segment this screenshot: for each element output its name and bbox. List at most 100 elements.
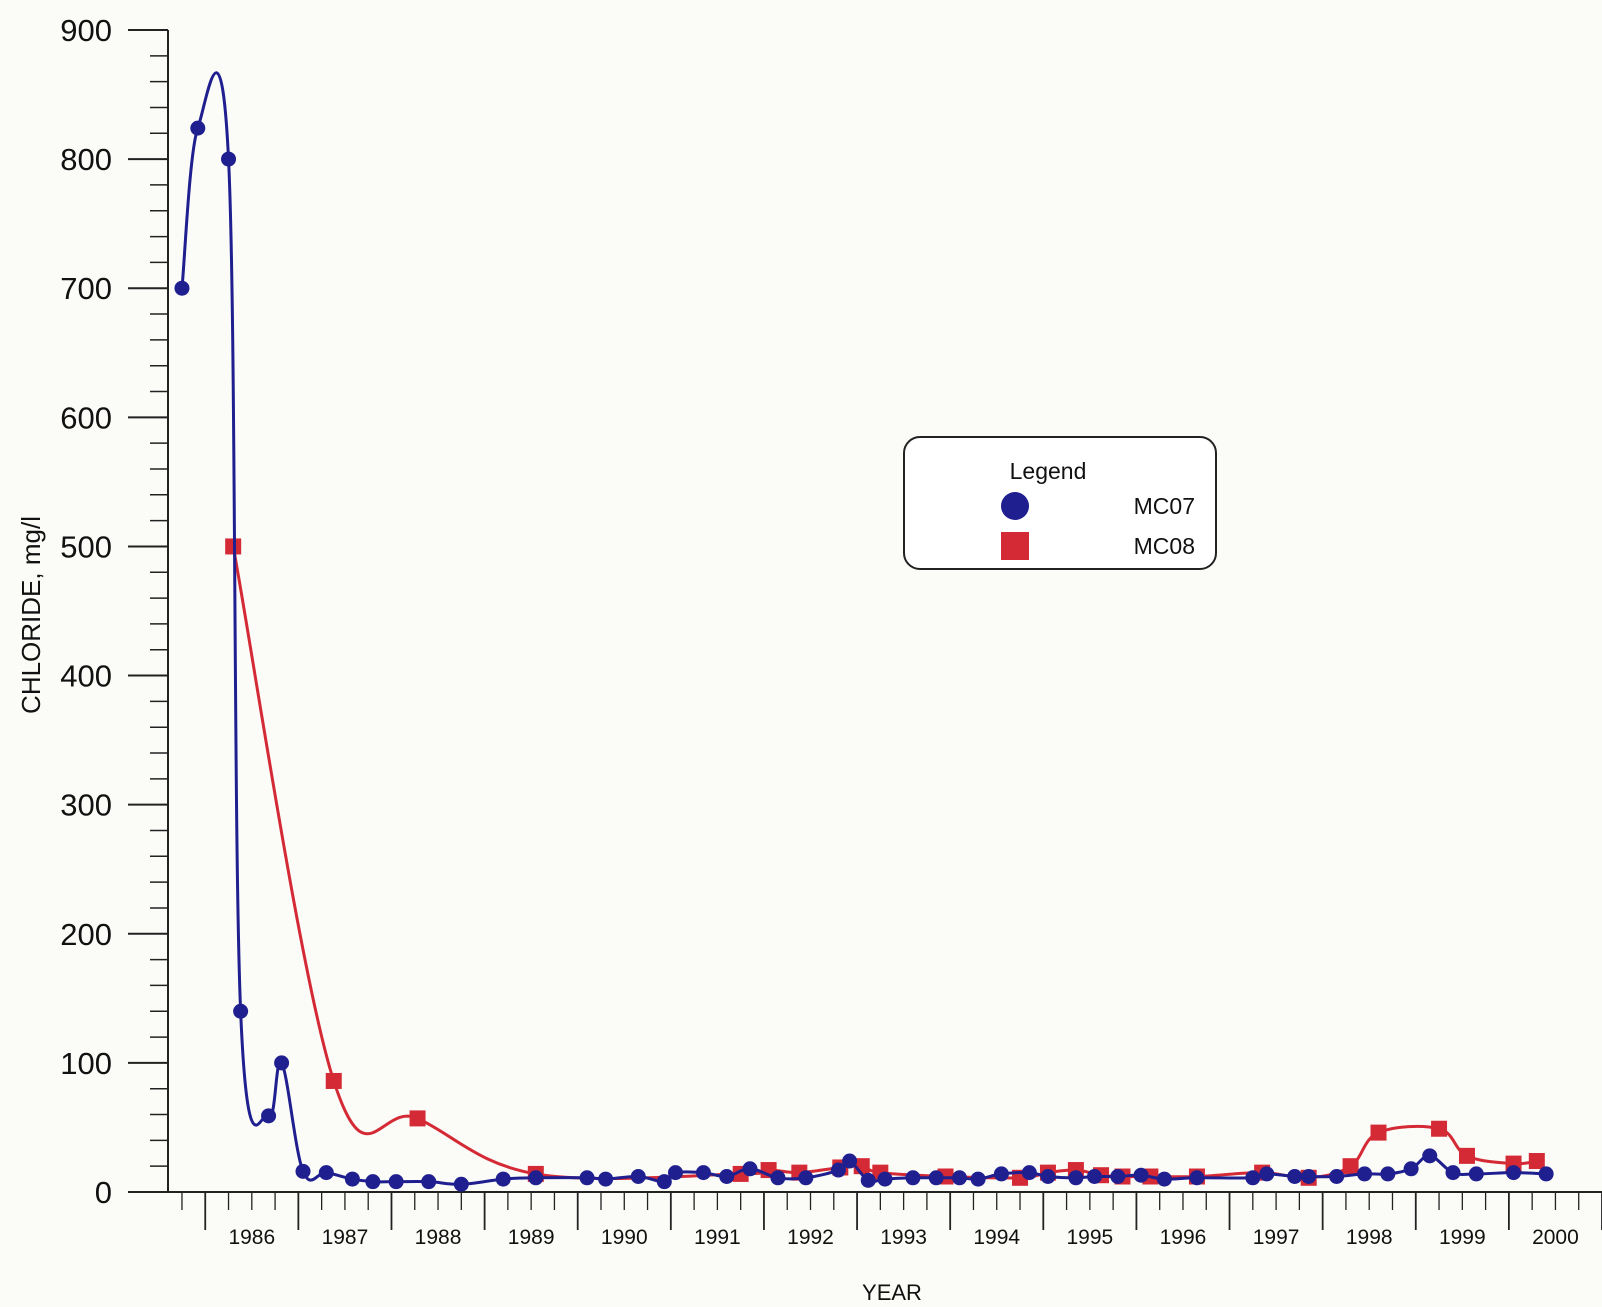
mc07-data-point [274,1055,290,1071]
mc07-data-point [598,1171,614,1187]
x-tick-label: 1990 [601,1226,648,1249]
series-mc08-line [231,546,1538,1181]
x-tick-label: 1986 [228,1226,275,1249]
chart-axes: 0 100 200 300 400 500 600 700 800 900 1986 1987 1988… [60,13,1602,1249]
legend-mc07-marker [1001,492,1029,520]
series-mc08 [225,538,1545,1186]
mc07-data-point [1329,1169,1345,1185]
mc07-data-point [495,1171,511,1187]
mc07-data-point [1506,1165,1522,1181]
mc07-data-point [951,1170,967,1186]
mc07-data-point [695,1165,711,1181]
mc07-data-point [261,1108,277,1124]
mc08-data-point [1458,1147,1475,1164]
mc07-data-point [1189,1170,1205,1186]
x-tick-label: 1995 [1066,1226,1113,1249]
mc07-data-point [1538,1166,1554,1182]
x-tick-label: 1997 [1253,1226,1300,1249]
mc07-data-point [1110,1169,1126,1185]
mc07-data-point [233,1003,249,1019]
x-tick-label: 1994 [973,1226,1020,1249]
mc07-data-point [174,280,190,296]
legend-mc08-marker [1001,532,1029,560]
y-tick-label: 800 [60,142,112,177]
x-tick-label: 1989 [508,1226,555,1249]
mc07-data-point [365,1174,381,1190]
x-tick-label: 1998 [1346,1226,1393,1249]
mc07-data-point [295,1163,311,1179]
y-tick-label: 0 [95,1175,112,1210]
x-tick-label: 1992 [787,1226,834,1249]
mc07-data-point [528,1170,544,1186]
mc07-data-point [190,120,206,136]
mc08-data-point [1528,1153,1545,1170]
mc07-data-point [928,1170,944,1186]
mc07-data-point [1301,1169,1317,1185]
x-tick-label: 1996 [1160,1226,1207,1249]
mc07-data-point [579,1170,595,1186]
mc07-data-point [453,1176,469,1192]
mc08-data-point [325,1072,342,1089]
x-axis-label: YEAR [862,1280,922,1305]
y-tick-label: 400 [60,659,112,694]
chart-series-layer [174,71,1554,1192]
mc08-data-point [1342,1158,1359,1175]
mc07-data-point [221,151,237,167]
mc07-data-point [667,1165,683,1181]
mc07-data-point [719,1169,735,1185]
y-tick-label: 900 [60,13,112,48]
mc07-data-point [1445,1165,1461,1181]
mc07-data-point [970,1171,986,1187]
x-tick-label: 2000 [1532,1226,1579,1249]
mc07-data-point [993,1166,1009,1182]
mc08-data-point [409,1110,426,1127]
legend-title: Legend [1010,458,1087,484]
x-tick-label: 1993 [880,1226,927,1249]
mc07-data-point [842,1153,858,1169]
mc07-data-point [877,1171,893,1187]
mc07-data-point [1422,1148,1438,1164]
mc07-data-point [344,1171,360,1187]
mc07-data-point [318,1165,334,1181]
mc07-data-point [1133,1167,1149,1183]
mc07-data-point [1403,1161,1419,1177]
mc07-data-point [1068,1170,1084,1186]
legend-mc07-label: MC07 [1134,493,1195,519]
y-tick-label: 600 [60,400,112,435]
y-axis-label: CHLORIDE, mg/l [16,516,46,714]
mc07-data-point [1156,1171,1172,1187]
series-mc07-line [180,71,1547,1186]
x-tick-label: 1988 [415,1226,462,1249]
mc07-data-point [630,1169,646,1185]
y-tick-label: 300 [60,788,112,823]
mc07-data-point [1357,1166,1373,1182]
mc07-data-point [770,1170,786,1186]
mc07-data-point [1468,1166,1484,1182]
mc08-data-point [1370,1124,1387,1141]
mc07-data-point [1087,1169,1103,1185]
y-tick-label: 500 [60,529,112,564]
mc07-data-point [1040,1169,1056,1185]
mc07-data-point [388,1174,404,1190]
mc07-data-point [860,1172,876,1188]
series-mc07 [174,71,1554,1192]
mc08-data-point [1431,1120,1448,1137]
y-tick-label: 700 [60,271,112,306]
y-tick-label: 100 [60,1046,112,1081]
legend: Legend MC07 MC08 [903,436,1217,570]
mc07-data-point [1021,1165,1037,1181]
mc07-data-point [1380,1166,1396,1182]
y-tick-label: 200 [60,917,112,952]
mc07-data-point [742,1161,758,1177]
x-tick-label: 1999 [1439,1226,1486,1249]
mc07-data-point [830,1162,846,1178]
mc07-data-point [1259,1166,1275,1182]
mc07-data-point [1287,1169,1303,1185]
mc07-data-point [656,1174,672,1190]
mc07-data-point [798,1170,814,1186]
mc07-data-point [1245,1170,1261,1186]
mc07-data-point [905,1170,921,1186]
legend-mc08-label: MC08 [1134,533,1195,559]
x-tick-label: 1987 [322,1226,369,1249]
